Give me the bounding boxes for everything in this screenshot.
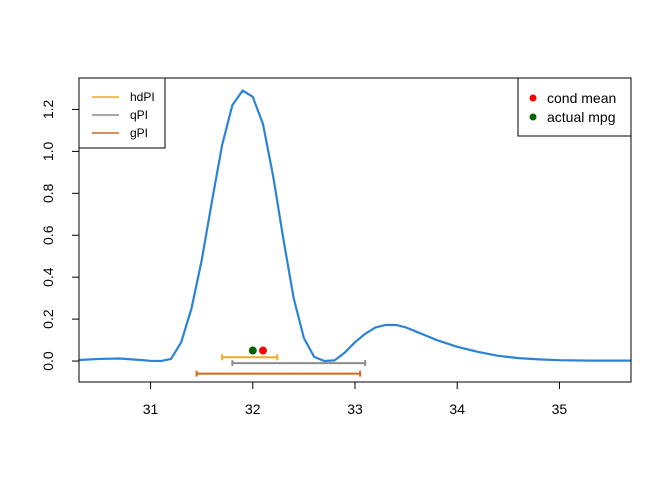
legend-marker: [529, 113, 537, 121]
legend-intervals: hdPI qPI gPI: [78, 77, 166, 149]
x-tick-label: 33: [347, 401, 363, 417]
interval-gpi: [195, 370, 362, 377]
axes: 31 32 33 34 35 0.0 0.2 0.4 0.6 0.8 1.0 1.2: [40, 77, 632, 417]
y-tick-label: 0.2: [40, 309, 56, 329]
plot-area: [78, 89, 631, 377]
legend-marker: [529, 94, 537, 102]
interval-hdpi: [221, 354, 279, 361]
legend-label: gPI: [130, 126, 148, 140]
y-tick-label: 0.8: [40, 183, 56, 203]
point-cond-mean: [259, 346, 267, 355]
legend-label: hdPI: [130, 90, 155, 104]
y-tick-label: 0.4: [40, 267, 56, 287]
x-tick-label: 35: [552, 401, 568, 417]
point-actual-mpg: [248, 346, 257, 355]
legend-points: cond mean actual mpg: [517, 77, 632, 137]
legend-label: actual mpg: [547, 109, 615, 125]
x-tick-label: 34: [449, 401, 465, 417]
y-tick-label: 0.0: [40, 351, 56, 371]
y-tick-label: 1.0: [40, 141, 56, 161]
interval-qpi: [231, 360, 367, 367]
y-tick-label: 0.6: [40, 225, 56, 245]
legend-label: cond mean: [547, 90, 616, 106]
density-curve: [78, 89, 631, 363]
legend-right-frame: [517, 77, 632, 137]
y-tick-label: 1.2: [40, 100, 56, 120]
x-tick-label: 31: [143, 401, 159, 417]
legend-left-frame: [78, 77, 166, 149]
x-tick-label: 32: [245, 401, 261, 417]
legend-label: qPI: [130, 108, 148, 122]
